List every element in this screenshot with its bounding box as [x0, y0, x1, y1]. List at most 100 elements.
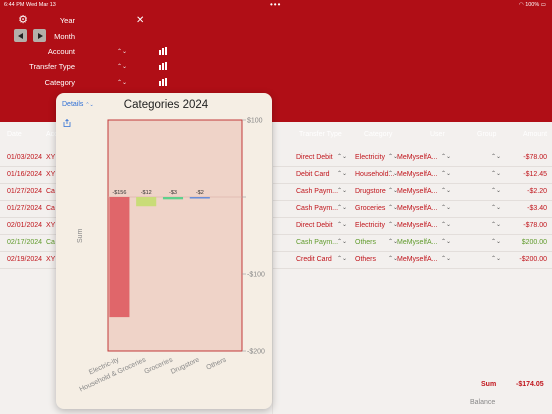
- bar-2[interactable]: [162, 197, 184, 200]
- user-chevron-icon[interactable]: ⌃⌄: [441, 171, 452, 177]
- user-cell[interactable]: MeMyselfA...: [397, 171, 438, 178]
- year-label[interactable]: Year: [59, 16, 75, 25]
- category-cell[interactable]: Household...: [355, 171, 395, 178]
- date-cell: 02/17/2024: [7, 239, 43, 246]
- transfer-type-cell[interactable]: Direct Debit: [296, 222, 333, 229]
- transfer-type-chevron-icon[interactable]: ⌃⌄: [337, 154, 348, 160]
- category-cell[interactable]: Others: [355, 256, 377, 263]
- row-divider: [0, 217, 552, 218]
- bar-1[interactable]: [136, 197, 157, 207]
- category-chevron-icon[interactable]: ⌃⌄: [388, 171, 399, 177]
- share-icon[interactable]: [63, 119, 71, 127]
- category-cell[interactable]: Others: [355, 239, 377, 246]
- category-cell[interactable]: Drugstore: [355, 188, 386, 195]
- table-row[interactable]: 01/16/2024 XY Debit Card Household... MeMyse…: [0, 166, 552, 183]
- transfer-type-cell[interactable]: Cash Paym...: [296, 188, 339, 195]
- transfer-type-cell[interactable]: Credit Card: [296, 256, 332, 263]
- category-chevron-icon[interactable]: ⌃⌄: [388, 222, 399, 228]
- previous-period-button[interactable]: [14, 29, 27, 42]
- transfer-type-cell[interactable]: Direct Debit: [296, 154, 333, 161]
- user-cell[interactable]: MeMyselfA...: [397, 256, 438, 263]
- date-cell: 01/27/2024: [7, 188, 43, 195]
- user-cell[interactable]: MeMyselfA...: [397, 154, 438, 161]
- chart-bars-icon[interactable]: [159, 62, 169, 70]
- close-icon[interactable]: ✕: [136, 15, 145, 26]
- data-label: -$2: [196, 190, 204, 196]
- x-tick-label: Others: [205, 356, 227, 371]
- category-cell[interactable]: Electricity: [355, 222, 385, 229]
- transfer-type-chevron-icon[interactable]: ⌃⌄: [337, 239, 348, 245]
- status-time: 6:44 PM Wed Mar 13: [4, 2, 56, 8]
- group-chevron-icon[interactable]: ⌃⌄: [491, 188, 502, 194]
- category-chevron-icon[interactable]: ⌃⌄: [388, 154, 399, 160]
- column-header-user[interactable]: User: [430, 131, 445, 138]
- transfer-type-cell[interactable]: Debit Card: [296, 171, 330, 178]
- sum-label: Sum: [481, 381, 497, 388]
- account-filter-label[interactable]: Account: [47, 47, 75, 56]
- gear-icon[interactable]: ⚙: [18, 14, 28, 26]
- user-chevron-icon[interactable]: ⌃⌄: [441, 239, 452, 245]
- transfer-type-chevron-icon[interactable]: ⌃⌄: [337, 256, 348, 262]
- column-header-category[interactable]: Category: [364, 131, 393, 138]
- transfer-type-chevron-icon[interactable]: ⌃⌄: [337, 222, 348, 228]
- transfer-type-filter-label[interactable]: Transfer Type: [29, 62, 75, 71]
- column-header-transfer-type[interactable]: Transfer Type: [299, 131, 342, 138]
- column-header-group[interactable]: Group: [477, 131, 497, 138]
- group-chevron-icon[interactable]: ⌃⌄: [491, 205, 502, 211]
- category-chevron-icon[interactable]: ⌃⌄: [388, 256, 399, 262]
- bar-3[interactable]: [189, 197, 210, 199]
- multitasking-dots-icon[interactable]: •••: [270, 0, 282, 9]
- column-header-amount[interactable]: Amount: [523, 131, 548, 138]
- month-label[interactable]: Month: [54, 32, 75, 41]
- table-row[interactable]: 01/27/2024 Ca Cash Paym... Groceries MeMysel…: [0, 200, 552, 217]
- column-header-date[interactable]: Date: [7, 131, 22, 138]
- column-header-account[interactable]: Acc: [46, 131, 58, 138]
- chevron-updown-icon[interactable]: ⌃⌄: [117, 80, 128, 86]
- user-cell[interactable]: MeMyselfA...: [397, 188, 438, 195]
- category-cell[interactable]: Electricity: [355, 154, 385, 161]
- table-row[interactable]: 02/19/2024 XY Credit Card Others MeMyselfA..…: [0, 251, 552, 268]
- user-cell[interactable]: MeMyselfA...: [397, 239, 438, 246]
- group-chevron-icon[interactable]: ⌃⌄: [491, 239, 502, 245]
- y-tick-label: $100: [247, 118, 263, 125]
- table-row[interactable]: 01/27/2024 Ca Cash Paym... Drugstore MeMysel…: [0, 183, 552, 200]
- user-cell[interactable]: MeMyselfA...: [397, 205, 438, 212]
- table-row[interactable]: 02/01/2024 XY Direct Debit Electricity MeMys…: [0, 217, 552, 234]
- user-chevron-icon[interactable]: ⌃⌄: [441, 154, 452, 160]
- table-row[interactable]: 02/17/2024 Ca Cash Paym... Others MeMyselfA.…: [0, 234, 552, 251]
- transfer-type-chevron-icon[interactable]: ⌃⌄: [337, 188, 348, 194]
- transfer-type-chevron-icon[interactable]: ⌃⌄: [337, 205, 348, 211]
- category-chevron-icon[interactable]: ⌃⌄: [388, 205, 399, 211]
- next-period-button[interactable]: [33, 29, 46, 42]
- user-chevron-icon[interactable]: ⌃⌄: [441, 205, 452, 211]
- amount-cell: -$12.45: [523, 171, 547, 178]
- user-cell[interactable]: MeMyselfA...: [397, 222, 438, 229]
- category-chevron-icon[interactable]: ⌃⌄: [388, 188, 399, 194]
- y-tick-label: -$200: [247, 349, 265, 356]
- account-cell: Ca: [46, 239, 55, 246]
- group-chevron-icon[interactable]: ⌃⌄: [491, 222, 502, 228]
- chevron-updown-icon[interactable]: ⌃⌄: [117, 64, 128, 70]
- category-chevron-icon[interactable]: ⌃⌄: [388, 239, 399, 245]
- category-filter-label[interactable]: Category: [44, 78, 75, 87]
- row-divider: [0, 268, 552, 269]
- group-chevron-icon[interactable]: ⌃⌄: [491, 154, 502, 160]
- table-row[interactable]: 01/03/2024 XY Direct Debit Electricity MeMys…: [0, 149, 552, 166]
- user-chevron-icon[interactable]: ⌃⌄: [441, 188, 452, 194]
- group-chevron-icon[interactable]: ⌃⌄: [491, 171, 502, 177]
- chevron-updown-icon[interactable]: ⌃⌄: [117, 49, 128, 55]
- category-cell[interactable]: Groceries: [355, 205, 386, 212]
- transfer-type-cell[interactable]: Cash Paym...: [296, 239, 339, 246]
- bar-0[interactable]: [109, 197, 130, 318]
- user-chevron-icon[interactable]: ⌃⌄: [441, 222, 452, 228]
- chart-bars-icon[interactable]: [159, 78, 169, 86]
- chart-bars-icon[interactable]: [159, 47, 169, 55]
- transfer-type-chevron-icon[interactable]: ⌃⌄: [337, 171, 348, 177]
- row-divider: [0, 183, 552, 184]
- group-chevron-icon[interactable]: ⌃⌄: [491, 256, 502, 262]
- y-tick-label: -$100: [247, 272, 265, 279]
- user-chevron-icon[interactable]: ⌃⌄: [441, 256, 452, 262]
- sum-value: -$174.05: [516, 381, 544, 388]
- transfer-type-cell[interactable]: Cash Paym...: [296, 205, 339, 212]
- details-button[interactable]: Details ⌃⌄: [62, 101, 94, 108]
